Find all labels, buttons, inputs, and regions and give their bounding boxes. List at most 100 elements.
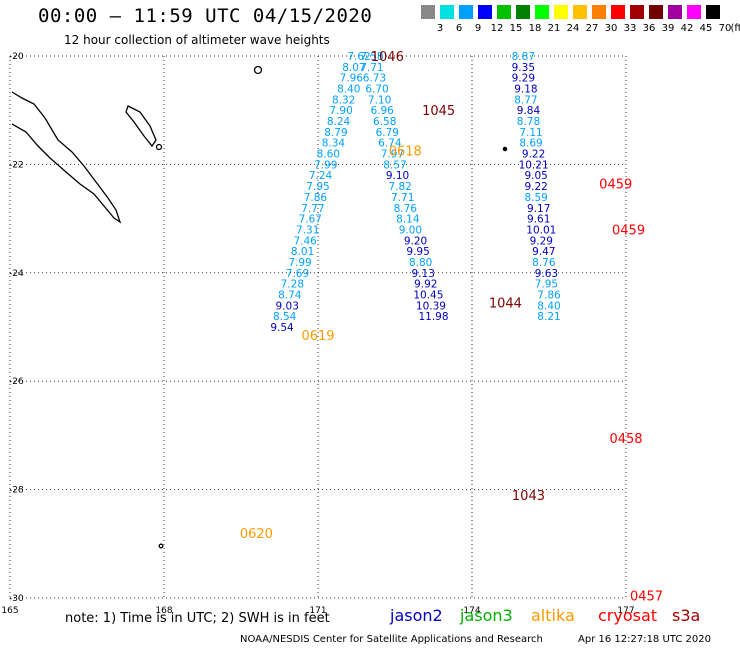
islet [158,543,164,549]
legend-swatch [706,5,720,19]
credit-text: NOAA/NESDIS Center for Satellite Applica… [240,634,543,645]
wave-height-value: 7.99 [288,257,311,269]
wave-height-value: 9.95 [406,246,429,258]
satellite-jason3: jason3 [460,606,513,625]
time-label: 0619 [301,329,334,344]
legend-tick-label: 42 [680,23,694,34]
wave-height-value: 7.10 [368,94,391,106]
legend-tick-label: (ft) [730,23,740,34]
lat-label: -24 [9,269,24,279]
wave-height-value: 8.01 [291,246,314,258]
lon-label: 165 [1,606,18,616]
wave-height-value: 8.80 [409,257,432,269]
wave-height-value: 9.00 [399,224,422,236]
time-label: 0459 [612,223,645,238]
lat-label: -22 [9,160,24,170]
legend-swatch [573,5,587,19]
time-label: 1043 [512,489,545,504]
wave-height-value: 6.73 [363,73,386,85]
wave-height-value: 6.79 [376,127,399,139]
wave-height-value: 8.34 [322,138,346,150]
islet [155,143,163,151]
wave-height-value: 8.76 [532,257,556,269]
wave-height-value: 9.22 [522,149,545,161]
wave-height-value: 9.03 [276,300,299,312]
wave-height-value: 6.58 [373,116,396,128]
wave-height-value: 7.69 [286,268,309,280]
wave-height-value: 9.22 [524,181,547,193]
wave-height-value: 7.62 [347,51,370,63]
time-label: 0458 [609,432,642,447]
time-label: 0457 [630,589,663,604]
timestamp: Apr 16 12:27:18 UTC 2020 [578,634,711,645]
time-label: 0459 [599,177,632,192]
lat-label: -20 [9,52,24,62]
wave-height-value: 8.24 [327,116,351,128]
satellite-altika: altika [531,606,575,625]
legend-swatch [649,5,663,19]
wave-height-value: 8.14 [396,214,420,226]
wave-height-value: 9.20 [404,235,427,247]
wave-height-value: 9.63 [535,268,558,280]
legend-tick-label: 15 [509,23,523,34]
wave-height-value: 9.61 [527,214,550,226]
legend-tick-label: 18 [528,23,542,34]
coastline [11,65,508,549]
time-labels: 0619 0618 0620 1046 1045 1044 1043 0459 0459 0458… [240,50,663,604]
satellite-cryosat: cryosat [598,606,658,625]
wave-height-value: 10.21 [519,159,549,171]
wave-height-value: 8.59 [524,192,547,204]
legend-swatch [421,5,435,19]
wave-height-value: 6.96 [370,105,394,117]
legend-swatch [630,5,644,19]
wave-height-value: 9.92 [414,279,437,291]
legend-tick-label: 9 [474,23,482,34]
legend-tick-label: 12 [490,23,504,34]
legend-tick-label: 33 [623,23,637,34]
wave-height-value: 9.54 [270,322,294,334]
satellite-jason2: jason2 [390,606,443,625]
wave-height-value: 7.77 [301,203,324,215]
wave-height-value: 9.84 [517,105,541,117]
wave-height-value: 7.86 [304,192,328,204]
legend-tick-label: 24 [566,23,580,34]
wave-height-value: 8.21 [537,311,560,323]
legend-tick-label: 70 [718,23,732,34]
legend-swatch [516,5,530,19]
legend-swatch [611,5,625,19]
lon-label: 168 [155,606,172,616]
footer-note: note: 1) Time is in UTC; 2) SWH is in fe… [65,611,330,626]
wave-height-value: 8.54 [273,311,297,323]
time-label: 0620 [240,527,273,542]
wave-height-value: 8.79 [324,127,347,139]
wave-height-value: 10.45 [413,289,443,301]
wave-height-value: 9.47 [532,246,555,258]
wave-height-labels: 7.628.077.968.408.327.908.248.798.348.60… [270,51,561,334]
wave-height-value: 7.95 [535,279,558,291]
legend-swatch [497,5,511,19]
time-label: 0618 [389,144,422,159]
wave-height-value: 7.71 [391,192,414,204]
lat-label: -28 [9,486,24,496]
wave-height-value: 7.31 [296,224,319,236]
time-label: 1045 [422,104,455,119]
axis-labels: 165 168 171 174 177 -20 -22 -24 -26 -28 -30 [1,52,634,616]
wave-height-value: 7.99 [314,159,337,171]
legend-swatch [440,5,454,19]
new-caledonia-coast [11,91,122,224]
legend-swatch [535,5,549,19]
legend-tick-label: 30 [604,23,618,34]
satellite-s3a: s3a [672,606,701,625]
wave-height-value: 8.07 [342,62,365,74]
wave-height-value: 7.96 [340,73,364,85]
lon-label: 171 [309,606,326,616]
wave-height-value: 7.71 [360,62,383,74]
wave-height-value: 9.10 [386,170,409,182]
wave-height-value: 6.70 [365,84,388,96]
legend-tick-label: 6 [455,23,463,34]
wave-height-value: 10.39 [416,300,446,312]
lat-lon-grid [9,55,627,599]
lon-label: 177 [617,606,634,616]
loyalty-island-coast [125,105,157,148]
wave-height-value: 9.05 [524,170,547,182]
